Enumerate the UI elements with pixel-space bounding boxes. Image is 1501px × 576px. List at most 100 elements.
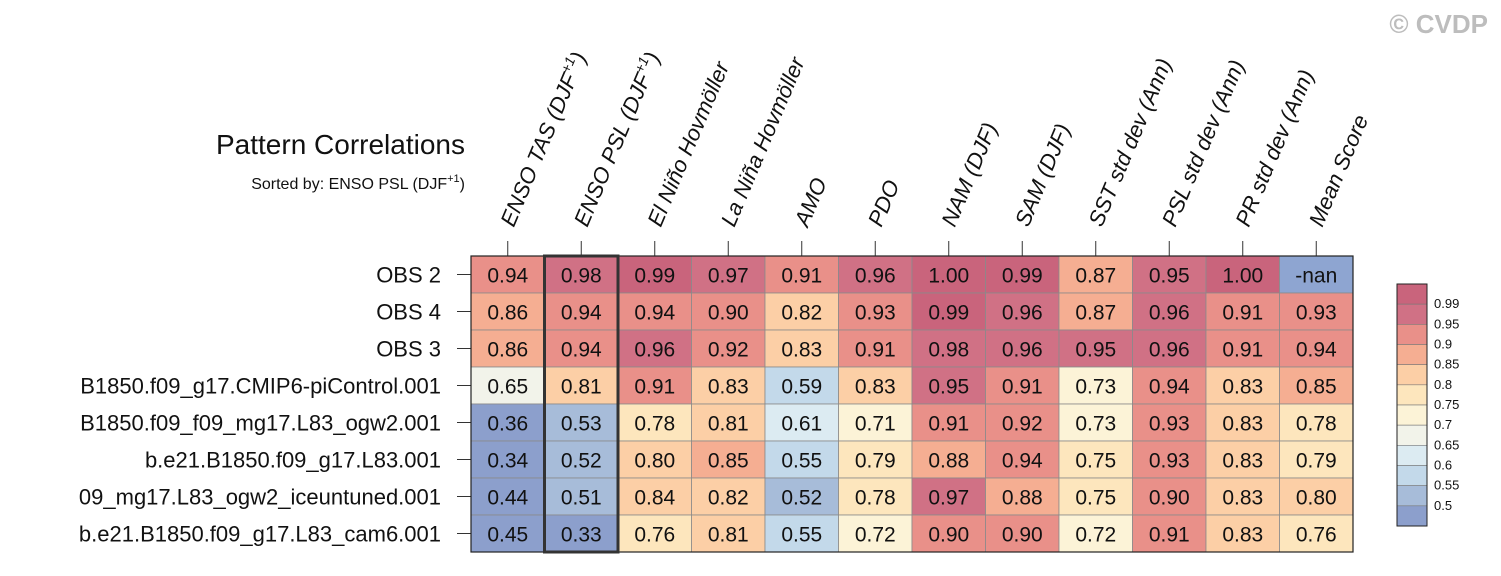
cell-value: 0.93	[1149, 450, 1190, 473]
column-label: PDO	[863, 176, 905, 230]
heatmap-cell	[470, 477, 545, 516]
cell-value: 0.81	[561, 376, 602, 399]
column-label-text: ENSO TAS (DJF	[495, 68, 582, 230]
column-label: El Niño Hovmöller	[642, 57, 734, 230]
cell-value: 0.71	[855, 413, 896, 436]
heatmap-cell	[691, 255, 766, 294]
heatmap-cell	[691, 403, 766, 442]
heatmap-cell	[544, 514, 619, 553]
cell-value: 0.91	[1002, 376, 1043, 399]
cell-value: 0.96	[855, 265, 896, 288]
row-label: OBS 2	[376, 263, 441, 288]
heatmap-cell	[691, 329, 766, 368]
cell-value: 0.94	[1002, 450, 1043, 473]
cell-value: 0.52	[781, 487, 822, 510]
heatmap-cell	[1279, 403, 1354, 442]
colorbar-tick-label: 0.5	[1434, 498, 1452, 513]
heatmap-cell	[617, 514, 692, 553]
colorbar-segment	[1396, 505, 1428, 527]
heatmap-cell	[911, 366, 986, 405]
heatmap-cell	[838, 255, 913, 294]
cell-value: 0.33	[561, 524, 602, 547]
cell-value: 0.76	[1296, 524, 1337, 547]
colorbar-tick-label: 0.75	[1434, 397, 1459, 412]
column-labels: ENSO TAS (DJF+1)ENSO PSL (DJF+1)El Niño …	[495, 48, 1373, 256]
cell-value: 0.72	[855, 524, 896, 547]
cell-value: 0.95	[1075, 339, 1116, 362]
colorbar-tick-label: 0.8	[1434, 377, 1452, 392]
colorbar-segment	[1396, 445, 1428, 466]
cell-value: 0.88	[928, 450, 969, 473]
heatmap-cell	[911, 514, 986, 553]
heatmap-cell	[1058, 366, 1133, 405]
colorbar-segment	[1396, 485, 1428, 507]
cell-value: 0.97	[928, 487, 969, 510]
cell-value: 0.95	[1149, 265, 1190, 288]
cell-value: 0.79	[855, 450, 896, 473]
cell-value: 0.96	[1002, 339, 1043, 362]
heatmap-cell	[1205, 403, 1280, 442]
column-label-text: Mean Score	[1304, 111, 1373, 230]
cell-value: 0.94	[561, 339, 602, 362]
cell-value: 0.87	[1075, 265, 1116, 288]
column-label-text: SST std dev (Ann)	[1083, 55, 1176, 230]
cell-value: 0.83	[1222, 450, 1263, 473]
cell-value: 0.83	[1222, 524, 1263, 547]
colorbar-segment	[1396, 303, 1428, 325]
chart-subtitle-close: )	[460, 176, 465, 193]
column-label-text: ENSO PSL (DJF	[569, 68, 656, 230]
cell-value: 0.96	[1149, 302, 1190, 325]
cell-value: 0.82	[708, 487, 749, 510]
heatmap-cell	[691, 366, 766, 405]
highlight-box	[543, 254, 620, 554]
cell-value: 0.44	[487, 487, 528, 510]
colorbar-segment	[1396, 344, 1428, 365]
heatmap-cell	[1132, 292, 1207, 331]
cell-value: 0.75	[1075, 450, 1116, 473]
cell-value: 0.83	[708, 376, 749, 399]
column-label: NAM (DJF)	[936, 119, 1002, 230]
cell-value: 0.34	[487, 450, 528, 473]
chart-subtitle-base: Sorted by: ENSO PSL (DJF	[251, 176, 447, 193]
cell-value: 0.72	[1075, 524, 1116, 547]
cell-value: 0.91	[928, 413, 969, 436]
heatmap-cell	[911, 403, 986, 442]
cell-value: 0.90	[928, 524, 969, 547]
cell-value: 0.93	[1296, 302, 1337, 325]
cell-value: 0.99	[1002, 265, 1043, 288]
column-label-sup: +1	[557, 54, 578, 75]
cell-value: 0.61	[781, 413, 822, 436]
cell-value: 0.85	[1296, 376, 1337, 399]
heatmap-cell	[911, 292, 986, 331]
heatmap-cell	[764, 255, 839, 294]
heatmap-cell	[985, 292, 1060, 331]
row-label: b.e21.B1850.f09_g17.L83_cam6.001	[79, 522, 441, 547]
row-label: OBS 3	[376, 337, 441, 362]
heatmap-cell	[1279, 440, 1354, 479]
cell-value: 0.90	[1002, 524, 1043, 547]
colorbar-segment	[1396, 384, 1428, 406]
cell-value: 0.98	[928, 339, 969, 362]
heatmap-cell	[470, 440, 545, 479]
column-label-text: El Niño Hovmöller	[642, 57, 734, 230]
heatmap-cell	[985, 440, 1060, 479]
colorbar-tick-label: 0.6	[1434, 458, 1452, 473]
cell-value: 1.00	[1222, 265, 1263, 288]
chart-subtitle-sup: +1	[447, 173, 460, 185]
heatmap-cell	[764, 477, 839, 516]
heatmap-cell	[617, 477, 692, 516]
chart-subtitle: Sorted by: ENSO PSL (DJF+1)	[251, 173, 465, 193]
heatmap-cell	[985, 514, 1060, 553]
cell-value: 0.45	[487, 524, 528, 547]
heatmap-cell	[764, 329, 839, 368]
column-label-text: PR std dev (Ann)	[1230, 66, 1318, 230]
heatmap-cell	[1058, 403, 1133, 442]
cell-value: 0.96	[1149, 339, 1190, 362]
cell-value: 0.52	[561, 450, 602, 473]
heatmap-cell	[1279, 292, 1354, 331]
heatmap-cell	[838, 514, 913, 553]
cell-value: 0.80	[1296, 487, 1337, 510]
cell-value: 0.83	[855, 376, 896, 399]
cell-value: 0.83	[1222, 487, 1263, 510]
cell-value: 0.85	[708, 450, 749, 473]
